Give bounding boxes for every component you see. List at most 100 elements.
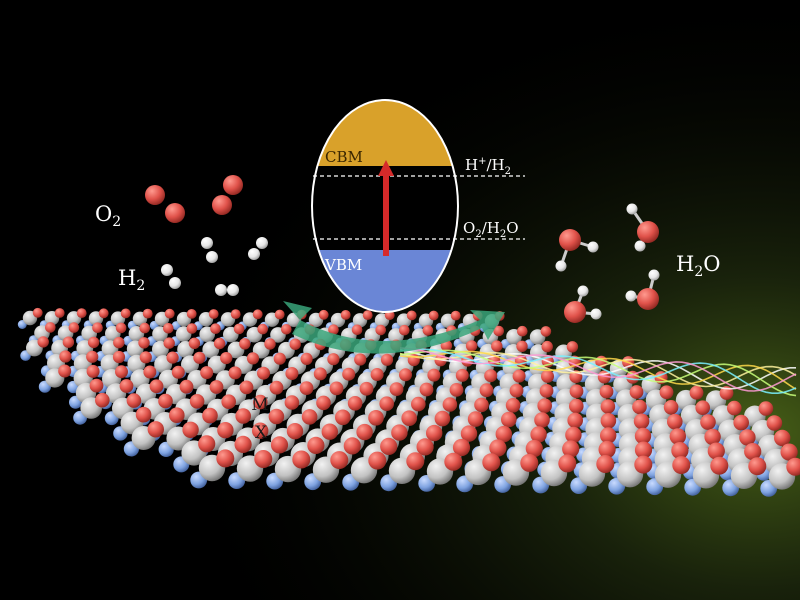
top-layer-atom [37,336,49,348]
top-layer-atom [270,436,289,454]
top-layer-atom [257,366,270,380]
top-layer-atom [147,421,164,438]
top-layer-atom [541,369,554,383]
top-layer-atom [739,429,756,446]
o2-oxygen-atom [212,195,232,215]
top-layer-atom [426,424,443,442]
top-layer-atom [669,428,686,445]
excitation-arrow-head [378,160,394,176]
top-layer-atom [239,380,254,395]
top-layer-atom [164,308,175,319]
top-layer-atom [600,427,617,444]
top-layer-atom [516,340,528,352]
chalcogen-atom-label: X [255,423,268,443]
top-layer-atom [474,397,489,413]
top-layer-atom [539,384,554,398]
top-layer-atom [246,352,260,365]
top-layer-atom [427,368,441,382]
top-layer-atom [186,309,197,319]
top-layer-atom [512,369,526,383]
top-layer-atom [419,382,434,397]
top-layer-atom [264,338,276,350]
top-layer-atom [235,408,251,424]
top-layer-atom [449,383,464,397]
top-layer-atom [269,380,284,395]
top-layer-atom [406,310,417,321]
top-layer-atom [58,364,72,378]
top-layer-atom [186,323,198,334]
light-wave-strand [399,349,797,397]
top-layer-atom [307,436,325,454]
top-layer-atom [92,322,103,334]
top-layer-atom [202,407,218,424]
top-layer-atom [766,415,783,431]
top-layer-atom [380,437,398,455]
2d-lattice-sheet [17,307,800,497]
top-layer-atom [569,398,584,414]
top-layer-atom [460,425,478,442]
top-layer-atom [329,381,344,396]
h2-hydrogen-atom [169,277,181,289]
top-layer-atom [163,337,175,349]
top-layer-atom [149,379,164,394]
h2o-oxygen-atom [564,301,586,323]
top-layer-atom [362,310,373,320]
h2-hydrogen-atom [256,237,268,249]
top-layer-atom [89,378,104,393]
top-layer-atom [163,323,174,334]
top-layer-atom [375,324,387,336]
top-layer-atom [488,354,501,367]
top-layer-atom [416,438,434,456]
h2o-hydrogen-atom [587,241,599,253]
top-layer-atom [281,324,292,335]
h2-hydrogen-atom [215,284,227,296]
top-layer-atom [169,407,185,424]
top-layer-atom [540,326,552,337]
top-layer-atom [210,323,221,335]
top-layer-atom [399,324,410,336]
top-layer-atom [166,351,179,364]
band-diagram-outline [311,99,459,313]
top-layer-atom [98,308,109,319]
top-layer-atom [634,455,653,474]
top-layer-atom [465,340,478,352]
top-layer-atom [517,325,528,337]
top-layer-atom [171,365,185,379]
top-layer-atom [707,442,725,460]
h2-hydrogen-atom [201,237,213,249]
top-layer-atom [428,310,439,321]
top-layer-atom [268,408,285,425]
top-layer-atom [254,450,273,468]
top-layer-atom [391,424,408,441]
top-layer-atom [452,438,471,457]
top-layer-atom [786,457,800,476]
top-layer-atom [525,439,543,458]
h2o-hydrogen-atom [555,260,567,272]
top-layer-atom [343,437,361,455]
top-layer-atom [209,380,224,394]
top-layer-atom [667,413,683,430]
top-layer-atom [663,400,679,415]
top-layer-atom [509,383,524,398]
top-layer-atom [744,443,762,461]
top-layer-atom [359,381,374,396]
top-layer-atom [634,441,653,459]
top-layer-atom [135,406,152,423]
vbm-label: VBM [324,256,362,274]
top-layer-atom [379,396,395,412]
top-layer-atom [76,308,87,318]
top-layer-atom [86,364,100,378]
top-layer-atom [411,396,426,412]
top-layer-atom [234,435,252,453]
top-layer-atom [188,337,201,349]
top-layer-atom [340,310,351,320]
top-layer-atom [491,340,503,352]
top-layer-atom [442,397,458,412]
top-layer-atom [399,368,412,382]
top-layer-atom [330,451,349,470]
top-layer-atom [158,393,173,409]
top-layer-atom [541,340,553,353]
h2o-oxygen-atom [637,288,659,310]
top-layer-atom [284,395,300,410]
top-layer-atom [208,309,219,319]
